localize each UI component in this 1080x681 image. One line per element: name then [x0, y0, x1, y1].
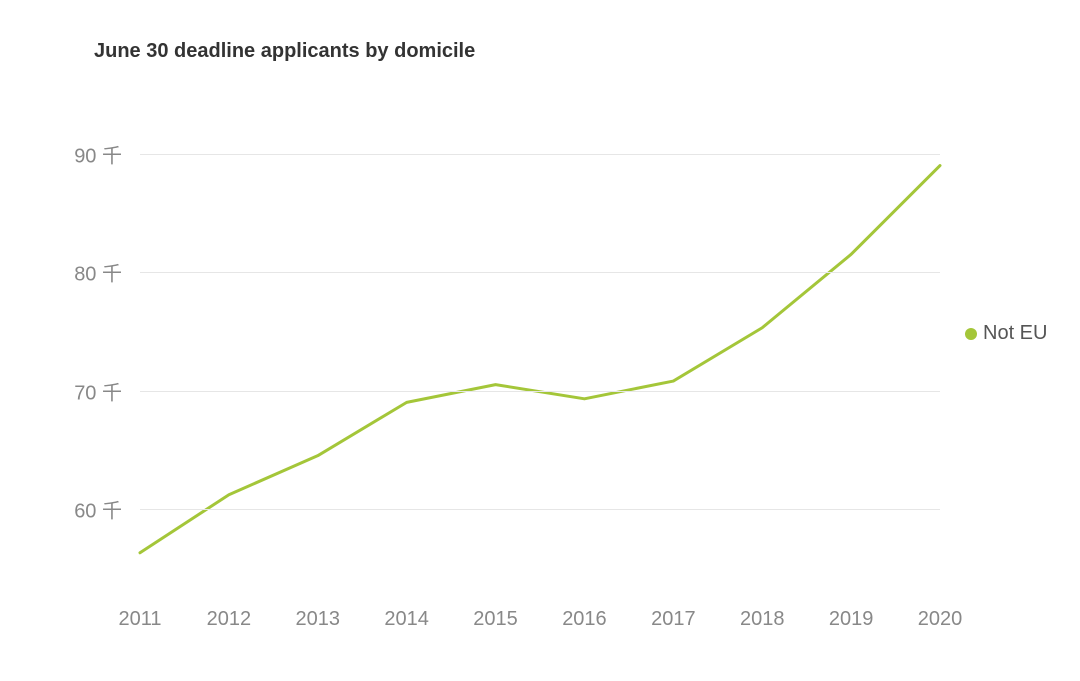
x-tick-label: 2020	[918, 608, 963, 631]
chart-title: June 30 deadline applicants by domicile	[94, 40, 475, 63]
y-tick-label: 80 千	[74, 258, 122, 287]
y-tick-label: 60 千	[74, 494, 122, 523]
gridline	[140, 509, 940, 510]
gridline	[140, 272, 940, 273]
line-series-svg	[140, 130, 940, 580]
x-tick-label: 2013	[296, 608, 341, 631]
x-tick-label: 2011	[118, 608, 161, 631]
legend-marker-icon	[965, 328, 977, 340]
line-chart: June 30 deadline applicants by domicile …	[0, 0, 1080, 681]
series-line	[140, 166, 940, 553]
y-tick-label: 90 千	[74, 139, 122, 168]
gridline	[140, 391, 940, 392]
x-tick-label: 2012	[207, 608, 252, 631]
chart-legend: Not EU	[965, 322, 1047, 345]
x-tick-label: 2016	[562, 608, 607, 631]
x-tick-label: 2017	[651, 608, 696, 631]
plot-area	[140, 130, 940, 580]
y-tick-label: 70 千	[74, 376, 122, 405]
x-tick-label: 2015	[473, 608, 518, 631]
x-tick-label: 2018	[740, 608, 785, 631]
x-tick-label: 2019	[829, 608, 874, 631]
gridline	[140, 154, 940, 155]
x-tick-label: 2014	[384, 608, 429, 631]
legend-label: Not EU	[983, 322, 1047, 345]
